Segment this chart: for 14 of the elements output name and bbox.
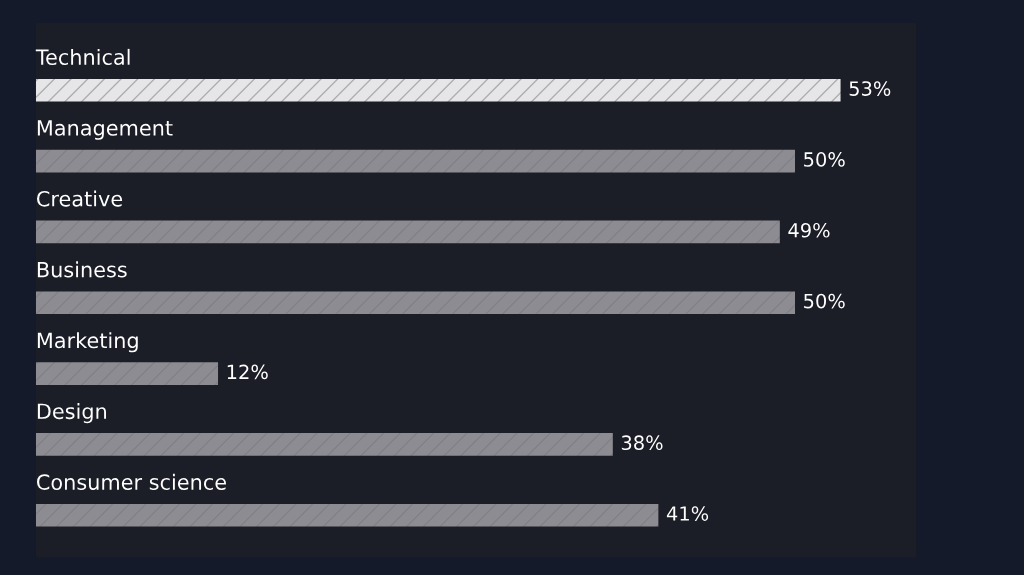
y-tick-label: Management [37, 120, 173, 140]
y-tick-label: Business [37, 261, 127, 278]
y-tick-label: Technical [35, 48, 130, 65]
data-label: 50% [804, 293, 845, 309]
data-label: 50% [804, 152, 845, 167]
y-tick-label: Marketing [37, 332, 138, 353]
data-label: 41% [666, 506, 709, 521]
y-tick-label: Design [37, 403, 106, 424]
data-label: 12% [227, 364, 268, 380]
y-tick-label: Creative [37, 190, 123, 207]
y-tick-label: Consumer science [37, 473, 226, 490]
data-label: 38% [621, 435, 663, 451]
data-label: 53% [849, 81, 891, 96]
data-label: 49% [788, 222, 830, 238]
